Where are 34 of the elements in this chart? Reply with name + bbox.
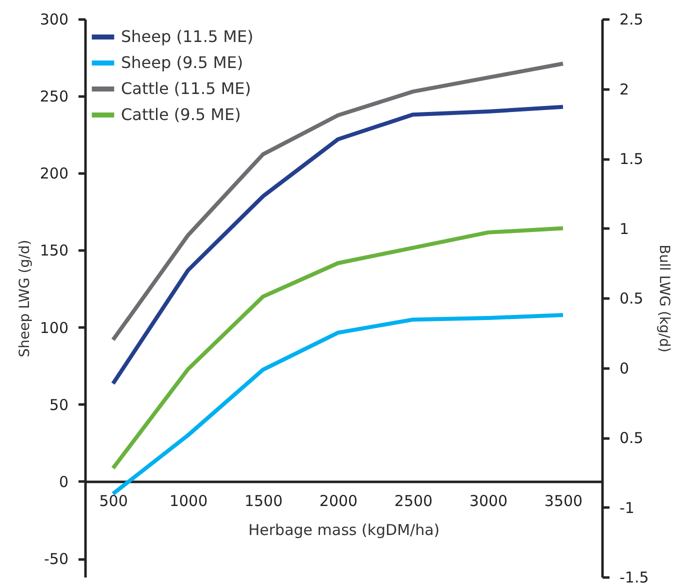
y-tick-label: 0: [58, 472, 68, 491]
y2-tick-label: 0.5: [620, 290, 644, 308]
x-tick-label: 1500: [244, 492, 283, 510]
y-tick-label: 250: [40, 88, 68, 106]
legend-label: Cattle (11.5 ME): [121, 79, 252, 98]
y-tick-label: 300: [40, 10, 68, 28]
y2-tick-label: 2: [620, 80, 630, 98]
x-axis-title: Herbage mass (kgDM/ha): [248, 520, 440, 539]
y2-tick-label: -1: [620, 498, 634, 517]
y2-tick-label: -1.5: [620, 568, 649, 584]
y-tick-label: 200: [40, 164, 68, 183]
line-series: [111, 312, 566, 496]
x-tick-label: 3000: [469, 492, 508, 510]
x-tick-label: 2500: [394, 492, 433, 510]
y-axis-title: Sheep LWG (g/d): [16, 240, 33, 358]
legend-label: Cattle (9.5 ME): [121, 105, 241, 124]
line-series: [111, 104, 566, 386]
x-tick-label: 1000: [169, 492, 208, 510]
y-tick-label: -50: [44, 550, 68, 568]
y-tick-label: 150: [40, 242, 68, 260]
x-tick-label: 3500: [544, 492, 583, 510]
y2-tick-label: 1: [620, 220, 630, 238]
line-series: [111, 226, 566, 470]
x-tick-label: 2000: [319, 492, 358, 510]
y2-tick-label: 0: [620, 359, 630, 378]
y2-tick-label: 2.5: [620, 10, 644, 28]
legend-label: Sheep (11.5 ME): [121, 27, 254, 46]
y2-tick-label: 1.5: [620, 150, 644, 168]
y-tick-label: 100: [40, 318, 68, 337]
y2-tick-label: 0.5: [620, 429, 644, 447]
x-tick-label: 500: [99, 492, 128, 510]
legend-label: Sheep (9.5 ME): [121, 53, 244, 72]
y-tick-label: 50: [49, 396, 68, 414]
y2-axis-title: Bull LWG (kg/d): [656, 244, 672, 352]
